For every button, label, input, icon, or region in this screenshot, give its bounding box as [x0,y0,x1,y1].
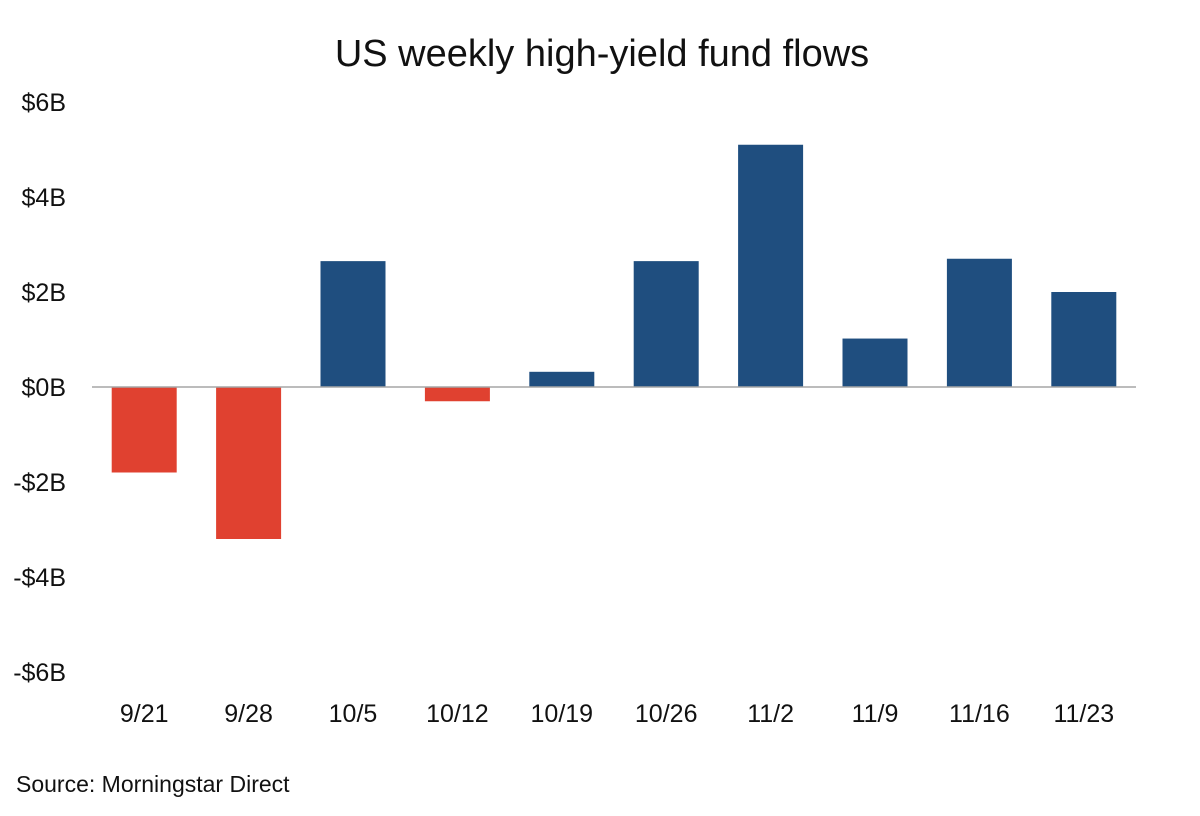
bar-10-12 [424,387,490,402]
y-tick-label: $2B [22,279,66,307]
y-axis: $6B $4B $2B $0B -$2B -$4B -$6B [13,89,66,687]
bar-10-19 [529,371,595,387]
bars [111,144,1117,539]
y-tick-label: $4B [22,184,66,212]
x-tick-label: 11/23 [1053,700,1114,728]
y-tick-label: -$6B [13,659,66,687]
source-note: Source: Morningstar Direct [16,771,290,797]
x-tick-label: 11/9 [852,700,899,728]
x-tick-label: 10/5 [329,700,378,728]
bar-9-21 [111,387,177,473]
x-tick-label: 9/21 [120,700,169,728]
y-tick-label: $0B [22,374,66,402]
bar-11-16 [946,258,1012,387]
bar-11-2 [738,144,804,387]
x-axis: 9/21 9/28 10/5 10/12 10/19 10/26 11/2 11/9 11/16… [120,700,1114,728]
x-tick-label: 9/28 [224,700,273,728]
x-tick-label: 10/19 [531,700,594,728]
x-tick-label: 10/12 [426,700,489,728]
chart-title: US weekly high-yield fund flows [335,33,869,75]
bar-9-28 [216,387,282,539]
bar-11-9 [842,338,908,387]
y-tick-label: $6B [22,89,66,117]
x-tick-label: 11/16 [949,700,1010,728]
y-tick-label: -$2B [13,469,66,497]
bar-10-5 [320,261,386,387]
bar-11-23 [1051,292,1117,387]
y-tick-label: -$4B [13,564,66,592]
bar-10-26 [633,261,699,387]
x-tick-label: 10/26 [635,700,698,728]
x-tick-label: 11/2 [747,700,794,728]
